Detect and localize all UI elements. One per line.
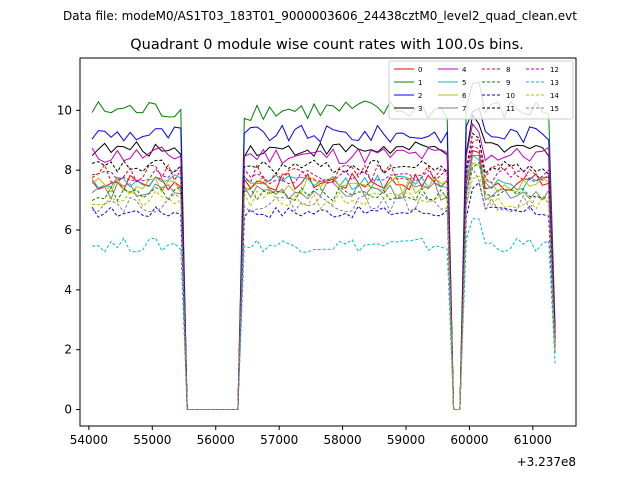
series-line-2 (91, 107, 556, 410)
legend-label-9: 9 (506, 79, 510, 87)
x-axis-ticks: 54000 55000 56000 57000 58000 59000 60000 61000 (70, 426, 552, 447)
y-tick-label: 0 (64, 403, 72, 417)
legend-label-1: 1 (418, 79, 422, 87)
series-line-14 (92, 175, 556, 410)
legend-label-8: 8 (506, 66, 510, 74)
chart-suptitle: Data file: modeM0/AS1T03_183T01_90000036… (63, 9, 577, 23)
legend-box (388, 60, 574, 120)
legend-label-14: 14 (550, 92, 559, 100)
y-tick-label: 4 (64, 283, 72, 297)
series-line-4 (91, 122, 556, 410)
plot-frame (79, 57, 577, 427)
x-offset-label: +3.237e8 (517, 455, 576, 469)
y-tick-label: 2 (64, 343, 72, 357)
series-line-13 (92, 218, 556, 410)
legend-label-4: 4 (462, 66, 467, 74)
legend-label-2: 2 (418, 92, 422, 100)
legend-label-5: 5 (462, 79, 466, 87)
series-line-15 (92, 166, 556, 410)
legend-label-0: 0 (418, 66, 422, 74)
series-line-6 (91, 162, 556, 410)
series-line-10 (91, 181, 556, 410)
legend-label-15: 15 (550, 105, 559, 113)
legend-label-7: 7 (462, 105, 466, 113)
legend-label-3: 3 (418, 105, 422, 113)
x-tick-label: 54000 (70, 433, 108, 447)
y-axis-ticks: 0 2 4 6 8 10 (57, 103, 80, 417)
series-line-0 (91, 149, 556, 410)
x-tick-label: 56000 (197, 433, 235, 447)
legend-label-12: 12 (550, 66, 559, 74)
legend-label-11: 11 (506, 105, 515, 113)
chart-title: Quadrant 0 module wise count rates with … (130, 37, 524, 53)
x-tick-label: 57000 (260, 433, 298, 447)
y-tick-label: 10 (57, 103, 72, 117)
x-tick-label: 55000 (133, 433, 171, 447)
legend-label-10: 10 (506, 92, 515, 100)
x-tick-label: 60000 (450, 433, 488, 447)
y-tick-label: 8 (64, 163, 72, 177)
legend-label-13: 13 (550, 79, 559, 87)
x-tick-label: 58000 (323, 433, 361, 447)
legend-label-6: 6 (462, 92, 467, 100)
y-tick-label: 6 (64, 223, 72, 237)
series-line-12 (92, 145, 556, 410)
x-tick-label: 61000 (514, 433, 552, 447)
x-tick-label: 59000 (387, 433, 425, 447)
series-line-7 (91, 154, 556, 410)
series-line-11 (91, 132, 556, 410)
series-layer (91, 81, 556, 410)
series-line-3 (91, 113, 556, 410)
series-line-8 (91, 138, 556, 410)
